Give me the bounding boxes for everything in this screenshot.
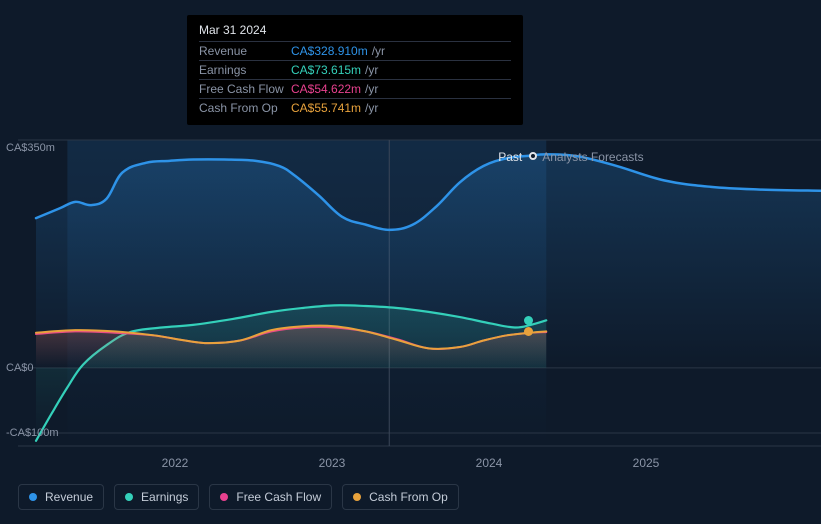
y-tick-label: CA$350m: [6, 142, 55, 154]
legend-bar: Revenue Earnings Free Cash Flow Cash From O…: [18, 484, 459, 510]
x-tick-label: 2025: [633, 456, 660, 470]
legend-toggle-cfo[interactable]: Cash From Op: [342, 484, 459, 510]
x-tick-label: 2024: [476, 456, 503, 470]
legend-dot-icon: [220, 493, 228, 501]
tooltip-unit: /yr: [365, 101, 378, 115]
legend-toggle-revenue[interactable]: Revenue: [18, 484, 104, 510]
tooltip-unit: /yr: [372, 44, 385, 58]
legend-dot-icon: [353, 493, 361, 501]
tooltip-label: Cash From Op: [199, 101, 291, 115]
tooltip-value: CA$55.741m: [291, 101, 361, 115]
chart-tooltip: Mar 31 2024 RevenueCA$328.910m/yrEarning…: [187, 15, 523, 125]
legend-label: Earnings: [141, 490, 188, 504]
legend-label: Free Cash Flow: [236, 490, 321, 504]
tooltip-unit: /yr: [365, 63, 378, 77]
tooltip-date: Mar 31 2024: [199, 23, 511, 41]
tooltip-label: Free Cash Flow: [199, 82, 291, 96]
x-tick-label: 2022: [162, 456, 189, 470]
forecasts-label: Analysts Forecasts: [542, 150, 643, 164]
tooltip-row-earnings: EarningsCA$73.615m/yr: [199, 60, 511, 79]
y-tick-label: -CA$100m: [6, 427, 59, 439]
legend-dot-icon: [29, 493, 37, 501]
tooltip-value: CA$73.615m: [291, 63, 361, 77]
legend-label: Revenue: [45, 490, 93, 504]
tooltip-row-revenue: RevenueCA$328.910m/yr: [199, 41, 511, 60]
tooltip-value: CA$54.622m: [291, 82, 361, 96]
earnings-end-dot: [524, 316, 533, 325]
legend-toggle-earnings[interactable]: Earnings: [114, 484, 199, 510]
cfo-end-dot: [524, 327, 533, 336]
past-label: Past: [498, 150, 522, 164]
tooltip-label: Earnings: [199, 63, 291, 77]
tooltip-row-cash-from-op: Cash From OpCA$55.741m/yr: [199, 98, 511, 117]
tooltip-row-free-cash-flow: Free Cash FlowCA$54.622m/yr: [199, 79, 511, 98]
legend-dot-icon: [125, 493, 133, 501]
tooltip-unit: /yr: [365, 82, 378, 96]
y-tick-label: CA$0: [6, 362, 34, 374]
x-tick-label: 2023: [319, 456, 346, 470]
tooltip-label: Revenue: [199, 44, 291, 58]
legend-label: Cash From Op: [369, 490, 448, 504]
legend-toggle-fcf[interactable]: Free Cash Flow: [209, 484, 332, 510]
tooltip-value: CA$328.910m: [291, 44, 368, 58]
